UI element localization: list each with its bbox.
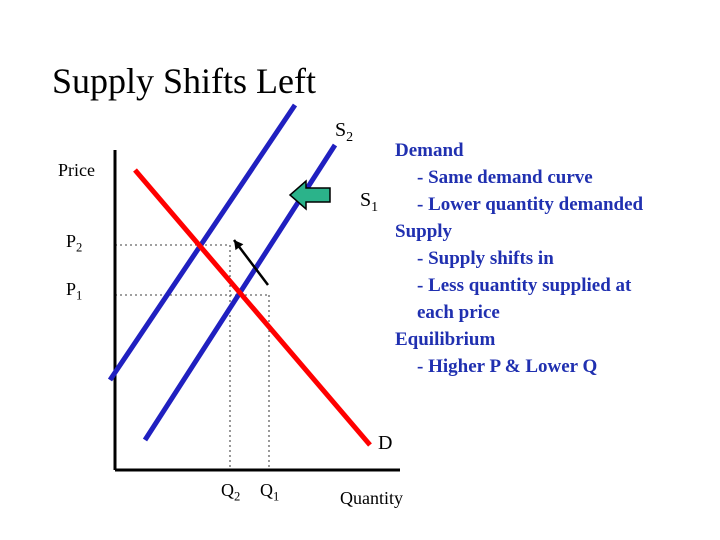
- annotation-line: Demand: [395, 140, 464, 162]
- annotation-line: Equilibrium: [395, 329, 495, 351]
- quantity-tick-q1: Q1: [260, 480, 279, 505]
- annotation-line: - Same demand curve: [417, 167, 593, 189]
- price-tick-p1: P1: [66, 279, 82, 304]
- price-tick-p2: P2: [66, 231, 82, 256]
- annotation-line: Supply: [395, 221, 452, 243]
- x-axis-label: Quantity: [340, 488, 403, 509]
- annotation-line: - Less quantity supplied at: [417, 275, 631, 297]
- annotation-line: - Lower quantity demanded: [417, 194, 643, 216]
- quantity-tick-q2: Q2: [221, 480, 240, 505]
- annotation-line: - Higher P & Lower Q: [417, 356, 597, 378]
- supply2-curve-label: S2: [335, 119, 353, 146]
- annotation-line: each price: [417, 302, 500, 324]
- supply1-curve-label: S1: [360, 189, 378, 216]
- supply2-curve: [110, 105, 295, 380]
- annotation-line: - Supply shifts in: [417, 248, 554, 270]
- chart-title: Supply Shifts Left: [52, 60, 316, 102]
- demand-curve-label: D: [378, 432, 392, 455]
- y-axis-label: Price: [58, 160, 95, 181]
